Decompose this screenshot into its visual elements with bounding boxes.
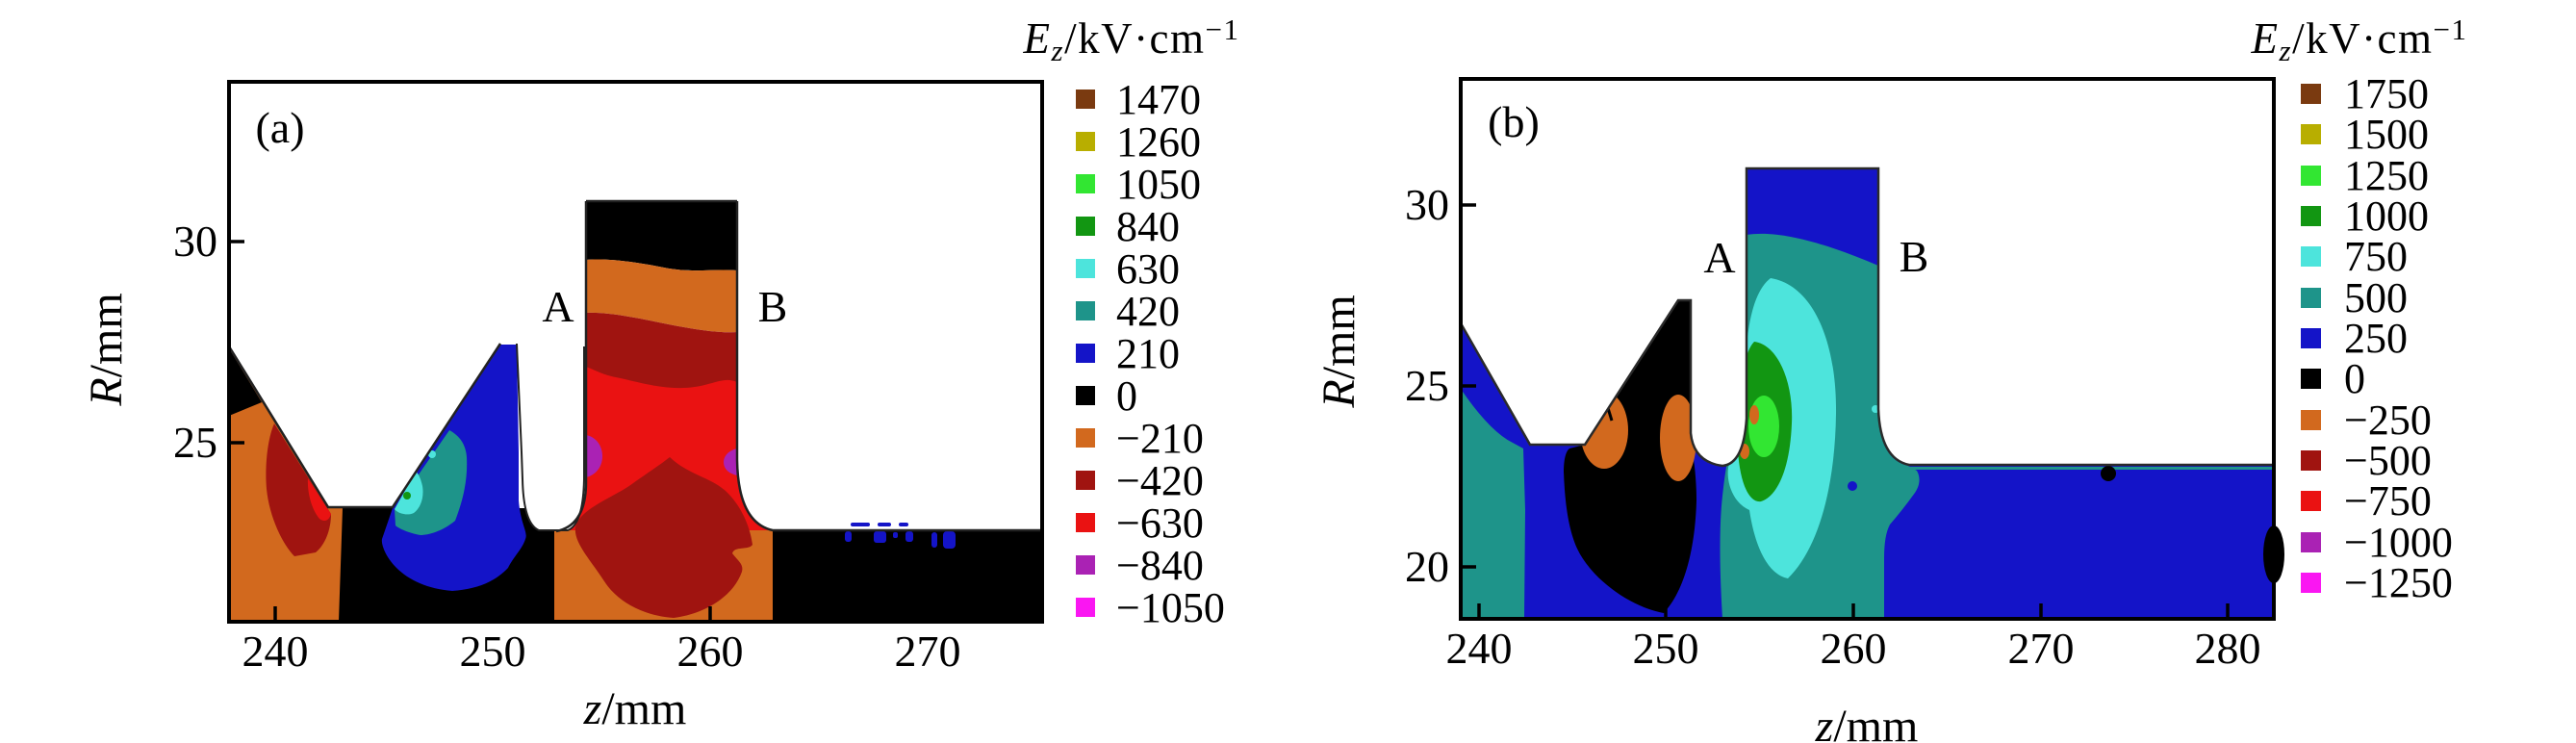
svg-text:−630: −630 xyxy=(1116,500,1204,547)
svg-text:1500: 1500 xyxy=(2344,111,2429,158)
svg-text:R/mm: R/mm xyxy=(81,293,132,406)
svg-text:270: 270 xyxy=(895,627,961,676)
svg-text:−1050: −1050 xyxy=(1116,584,1225,631)
svg-text:−500: −500 xyxy=(2344,437,2432,484)
svg-text:840: 840 xyxy=(1116,203,1180,250)
svg-text:0: 0 xyxy=(1116,372,1137,420)
svg-text:(b): (b) xyxy=(1488,97,1540,146)
svg-text:Ez/kV·cm−1: Ez/kV·cm−1 xyxy=(1022,13,1239,67)
svg-text:420: 420 xyxy=(1116,288,1180,335)
svg-text:1050: 1050 xyxy=(1116,161,1201,208)
svg-text:30: 30 xyxy=(173,217,217,266)
svg-text:−250: −250 xyxy=(2344,397,2432,444)
svg-text:Ez/kV·cm−1: Ez/kV·cm−1 xyxy=(2250,13,2467,67)
svg-text:1750: 1750 xyxy=(2344,70,2429,117)
svg-text:1470: 1470 xyxy=(1116,76,1201,123)
svg-text:−840: −840 xyxy=(1116,542,1204,589)
svg-text:250: 250 xyxy=(2344,315,2408,362)
svg-text:1250: 1250 xyxy=(2344,152,2429,199)
svg-text:750: 750 xyxy=(2344,233,2408,280)
svg-text:−420: −420 xyxy=(1116,457,1204,504)
svg-text:z/mm: z/mm xyxy=(583,683,687,734)
svg-text:630: 630 xyxy=(1116,245,1180,293)
svg-text:1260: 1260 xyxy=(1116,118,1201,166)
svg-text:240: 240 xyxy=(1446,624,1513,673)
svg-text:z/mm: z/mm xyxy=(1815,701,1919,743)
svg-text:(a): (a) xyxy=(255,103,304,152)
svg-text:20: 20 xyxy=(1405,542,1449,591)
svg-text:A: A xyxy=(542,282,574,331)
svg-text:B: B xyxy=(1900,232,1929,281)
svg-text:B: B xyxy=(758,282,788,331)
svg-text:−1250: −1250 xyxy=(2344,559,2453,606)
svg-text:−210: −210 xyxy=(1116,415,1204,462)
svg-text:−750: −750 xyxy=(2344,477,2432,525)
svg-text:R/mm: R/mm xyxy=(1314,295,1365,408)
svg-text:250: 250 xyxy=(1633,624,1699,673)
svg-text:0: 0 xyxy=(2344,355,2365,402)
svg-text:25: 25 xyxy=(173,418,217,467)
svg-text:280: 280 xyxy=(2195,624,2261,673)
svg-text:500: 500 xyxy=(2344,274,2408,321)
svg-text:A: A xyxy=(1703,233,1735,282)
svg-text:1000: 1000 xyxy=(2344,192,2429,240)
svg-text:30: 30 xyxy=(1405,180,1449,229)
svg-text:210: 210 xyxy=(1116,330,1180,377)
svg-text:−1000: −1000 xyxy=(2344,519,2453,566)
svg-text:250: 250 xyxy=(460,627,526,676)
svg-text:270: 270 xyxy=(2008,624,2075,673)
svg-text:260: 260 xyxy=(677,627,744,676)
svg-text:240: 240 xyxy=(242,627,309,676)
svg-text:25: 25 xyxy=(1405,361,1449,410)
svg-text:260: 260 xyxy=(1821,624,1887,673)
